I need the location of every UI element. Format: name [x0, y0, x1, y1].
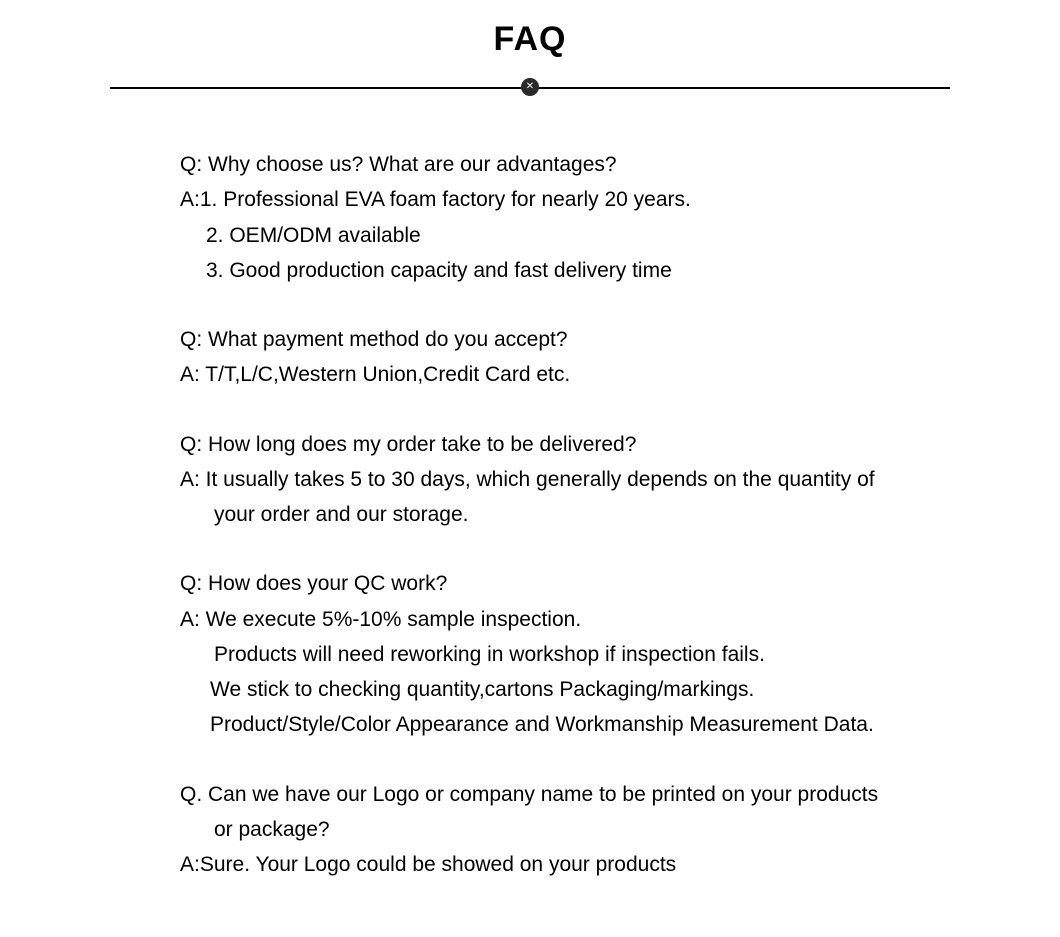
faq-question: Q: Why choose us? What are our advantage…: [180, 147, 880, 182]
faq-item: Q. Can we have our Logo or company name …: [180, 777, 880, 883]
divider-ornament-icon: [521, 78, 539, 96]
faq-question: Q: How long does my order take to be del…: [180, 427, 880, 462]
faq-answer-line: A: It usually takes 5 to 30 days, which …: [180, 462, 880, 497]
faq-answer-line: your order and our storage.: [180, 497, 880, 532]
faq-answer-line: Products will need reworking in workshop…: [180, 637, 880, 672]
faq-answer-line: A:Sure. Your Logo could be showed on you…: [180, 847, 880, 882]
faq-item: Q: How does your QC work? A: We execute …: [180, 566, 880, 742]
faq-header: FAQ: [0, 20, 1060, 97]
faq-answer-line: A: We execute 5%-10% sample inspection.: [180, 602, 880, 637]
page-title: FAQ: [0, 20, 1060, 59]
faq-item: Q: How long does my order take to be del…: [180, 427, 880, 533]
faq-question: Q. Can we have our Logo or company name …: [180, 777, 880, 812]
faq-item: Q: What payment method do you accept? A:…: [180, 322, 880, 393]
faq-question: Q: How does your QC work?: [180, 566, 880, 601]
faq-question-cont: or package?: [180, 812, 880, 847]
faq-answer-line: 3. Good production capacity and fast del…: [180, 253, 880, 288]
faq-answer-line: 2. OEM/ODM available: [180, 218, 880, 253]
faq-content: Q: Why choose us? What are our advantage…: [0, 147, 1060, 883]
faq-answer-line: A:1. Professional EVA foam factory for n…: [180, 182, 880, 217]
faq-question: Q: What payment method do you accept?: [180, 322, 880, 357]
faq-answer-line: Product/Style/Color Appearance and Workm…: [180, 707, 880, 742]
faq-answer-line: We stick to checking quantity,cartons Pa…: [180, 672, 880, 707]
faq-answer-line: A: T/T,L/C,Western Union,Credit Card etc…: [180, 357, 880, 392]
divider: [110, 77, 950, 97]
faq-item: Q: Why choose us? What are our advantage…: [180, 147, 880, 288]
